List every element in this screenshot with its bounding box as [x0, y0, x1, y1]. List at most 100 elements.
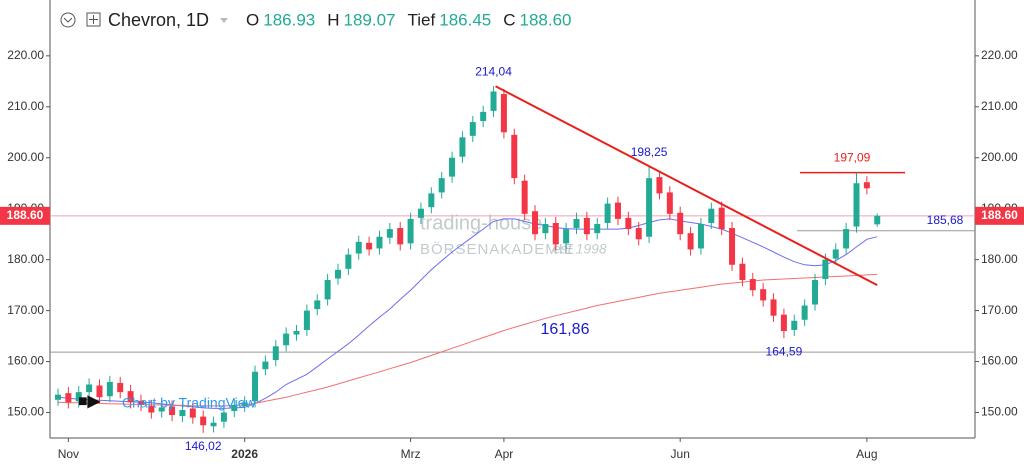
candle-body	[677, 212, 684, 235]
candle-body	[832, 249, 839, 259]
candle-body	[791, 320, 798, 330]
candle-body	[573, 218, 580, 229]
y-tick-label: 150.00	[981, 405, 1018, 419]
peak-label: 198,25	[631, 145, 668, 159]
y-tick-label: 200.00	[7, 150, 44, 164]
candle-body	[739, 263, 746, 281]
candle-body	[822, 259, 829, 280]
candle-body	[697, 223, 704, 249]
header-icons	[60, 12, 101, 28]
candle-body	[438, 178, 445, 193]
candle-body	[469, 122, 476, 136]
candle-body	[635, 228, 642, 240]
candle-body	[334, 269, 341, 279]
candle-body	[355, 241, 362, 254]
moving-average	[57, 218, 878, 409]
candle-body	[863, 182, 870, 189]
candle-body	[158, 407, 165, 412]
x-tick-label: 2026	[231, 447, 258, 461]
candle-body	[231, 404, 238, 411]
candle-body	[780, 314, 787, 331]
candle-body	[625, 217, 632, 230]
candle-body	[137, 400, 144, 405]
candle-body	[614, 202, 621, 219]
peak-label: 146,02	[185, 439, 222, 453]
x-tick-label: Apr	[495, 447, 514, 461]
candle-body	[314, 300, 321, 310]
y-tick-label: 180.00	[7, 252, 44, 266]
candle-body	[127, 391, 134, 403]
candle-body	[604, 203, 611, 223]
peak-label: 214,04	[475, 64, 512, 78]
ohlc-value: 186.93	[263, 10, 315, 29]
candle-body	[687, 233, 694, 250]
ohlc-label: C	[503, 10, 515, 29]
chart-title: Chevron, 1D	[108, 10, 209, 30]
candle-body	[656, 177, 663, 194]
candle-body	[708, 208, 715, 223]
candle-body	[770, 299, 777, 316]
candle-body	[490, 91, 497, 111]
candle-body	[563, 229, 570, 244]
candle-body	[55, 394, 61, 400]
y-tick-label: 170.00	[981, 303, 1018, 317]
credit: Chart by TradingView	[122, 395, 256, 411]
x-tick-label: Aug	[856, 447, 877, 461]
y-tick-label: 160.00	[7, 354, 44, 368]
candle-body	[417, 208, 424, 218]
x-tick-label: Nov	[58, 447, 79, 461]
candle-body	[500, 94, 507, 133]
candle-body	[200, 416, 207, 426]
y-tick-label: 210.00	[7, 99, 44, 113]
candle-body	[324, 280, 331, 300]
candle-body	[480, 111, 487, 122]
y-tick-label: 180.00	[981, 252, 1018, 266]
y-tick-label: 160.00	[981, 354, 1018, 368]
y-tick-label: 150.00	[7, 405, 44, 419]
y-tick-label: 210.00	[981, 99, 1018, 113]
candle-body	[749, 279, 756, 291]
candle-body	[407, 218, 414, 244]
candle-body	[148, 405, 155, 413]
candle-body	[210, 422, 217, 427]
candle-body	[117, 382, 124, 393]
candle-body	[397, 228, 404, 245]
candle-body	[252, 371, 259, 402]
candle-body	[241, 402, 248, 406]
candle-body	[428, 193, 435, 208]
candle-body	[459, 137, 466, 157]
candle-body	[220, 412, 227, 422]
candle-body	[760, 289, 767, 301]
dropdown-icon[interactable]	[220, 18, 228, 23]
candle-body	[552, 222, 559, 245]
level-label: 185,68	[927, 213, 964, 227]
candle-body	[386, 229, 393, 238]
price-badge	[0, 206, 50, 225]
y-tick-label: 220.00	[981, 48, 1018, 62]
y-tick-label: 170.00	[7, 303, 44, 317]
candle-body	[65, 393, 72, 403]
ohlc-label: H	[327, 10, 339, 29]
y-tick-label: 200.00	[981, 150, 1018, 164]
candle-body	[303, 310, 310, 330]
x-tick-label: Mrz	[401, 447, 421, 461]
candle-body	[646, 178, 653, 237]
ohlc-label: Tief	[408, 10, 436, 29]
candle-body	[106, 381, 113, 397]
candle-body	[843, 229, 850, 249]
candle-body	[853, 183, 860, 227]
candle-body	[179, 409, 186, 417]
candle-body	[594, 223, 601, 234]
candle-body	[874, 215, 881, 225]
level-label: 197,09	[834, 151, 871, 165]
price-badge-label: 188.60	[981, 208, 1018, 222]
candle-body	[283, 333, 290, 346]
y-tick-label: 220.00	[7, 48, 44, 62]
candle-body	[801, 305, 808, 320]
candle-body	[345, 254, 352, 269]
candle-body	[376, 236, 383, 249]
candle-body	[86, 384, 93, 393]
candle-body	[666, 192, 673, 214]
